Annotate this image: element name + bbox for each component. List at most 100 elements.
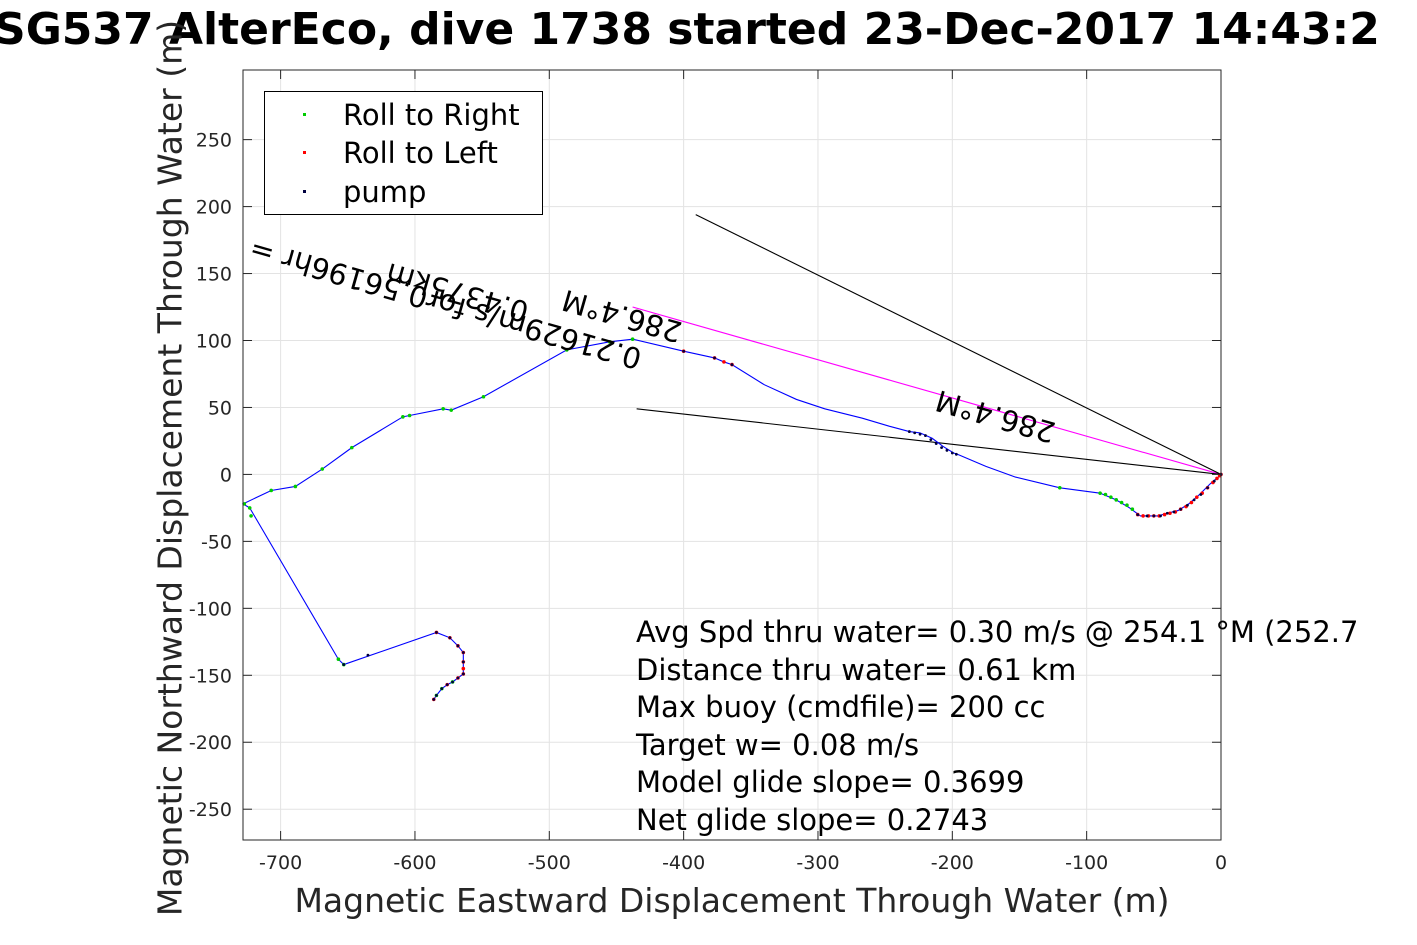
roll-right-point	[1125, 503, 1129, 508]
pump-point	[913, 431, 917, 435]
chart-title: SG537 AlterEco, dive 1738 started 23-Dec…	[0, 4, 1380, 55]
pump-point	[461, 660, 465, 664]
roll-right-point	[350, 445, 354, 450]
y-tick-label: 250	[196, 130, 232, 152]
pump-marker-icon	[303, 190, 306, 193]
legend-label: Roll to Left	[343, 136, 498, 170]
x-tick-label: -500	[528, 852, 571, 874]
roll-left-point	[722, 360, 726, 364]
legend-entry-roll-right: Roll to Right	[265, 96, 542, 134]
legend: Roll to Right Roll to Left pump	[264, 91, 543, 215]
roll-right-point	[336, 657, 341, 662]
stats-annotation: Avg Spd thru water= 0.30 m/s @ 254.1 °M …	[636, 614, 1358, 839]
roll-right-point	[630, 337, 635, 341]
pump-point	[1199, 493, 1203, 496]
roll-right-point	[481, 394, 486, 399]
roll-right-point	[1130, 507, 1135, 512]
pump-point	[435, 631, 438, 634]
roll-right-point	[269, 488, 274, 493]
legend-entry-pump: pump	[265, 173, 542, 211]
pump-point	[945, 448, 949, 452]
roll-right-point	[564, 348, 569, 352]
plot-frame	[242, 69, 1222, 841]
y-tick-label: 200	[196, 197, 232, 219]
pump-point	[924, 434, 927, 437]
pump-point	[1136, 513, 1140, 516]
y-tick-label: -200	[189, 732, 232, 754]
roll-right-point	[441, 407, 445, 411]
pump-point	[1212, 479, 1216, 483]
legend-label: Roll to Right	[343, 98, 520, 132]
roll-right-point	[320, 467, 325, 471]
roll-right-point	[1098, 491, 1102, 495]
pump-point	[432, 697, 436, 701]
pump-point	[954, 452, 958, 456]
pump-point	[730, 363, 734, 367]
pump-point	[1165, 511, 1169, 515]
pump-point	[1172, 510, 1176, 514]
pump-point	[440, 687, 444, 691]
roll-right-point	[249, 514, 253, 518]
y-tick-label: -100	[189, 598, 232, 620]
y-tick-label: 50	[208, 397, 232, 419]
roll-left-point	[1215, 476, 1219, 481]
y-tick-label: -250	[189, 799, 232, 821]
legend-label: pump	[343, 175, 427, 209]
x-tick-label: 0	[1215, 852, 1227, 874]
tick-layer: -700 -600 -500 -400 -300 -200 -100 025020015010…	[189, 70, 1227, 874]
stat-max-buoy: Max buoy (cmdfile)= 200 cc	[636, 690, 1046, 724]
pump-point	[934, 442, 938, 446]
roll-left-point	[1162, 512, 1167, 517]
roll-left-point	[461, 666, 466, 671]
pump-point	[682, 349, 686, 353]
pump-point	[366, 653, 370, 657]
roll-right-point	[1057, 486, 1062, 490]
x-tick-label: -300	[796, 852, 839, 874]
x-tick-label: -100	[1065, 852, 1108, 874]
legend-entry-roll-left: Roll to Left	[265, 134, 542, 172]
bearing-line	[632, 306, 1222, 475]
x-tick-label: -400	[662, 852, 705, 874]
roll-right-point	[401, 415, 405, 419]
pump-point	[918, 432, 922, 436]
roll-left-marker-icon	[303, 151, 306, 154]
pump-point	[713, 356, 716, 360]
stat-target-w: Target w= 0.08 m/s	[636, 727, 920, 762]
pump-point	[940, 446, 943, 450]
pump-point	[456, 644, 460, 648]
pump-point	[461, 672, 465, 676]
roll-right-point	[1103, 492, 1108, 497]
x-tick-label: -600	[393, 852, 436, 874]
pump-point	[448, 636, 452, 640]
x-tick-label: -700	[259, 852, 302, 874]
current-vector-line	[695, 214, 1222, 475]
roll-left-point	[1168, 511, 1172, 516]
pump-point	[1192, 498, 1196, 502]
pump-point	[456, 676, 460, 680]
stat-net-glide: Net glide slope= 0.2743	[636, 802, 989, 837]
roll-left-point	[1141, 514, 1145, 518]
pump-point	[1152, 514, 1156, 518]
roll-right-point	[449, 408, 454, 412]
pump-point	[342, 663, 346, 666]
pump-point	[435, 693, 438, 697]
pump-point	[1145, 514, 1149, 518]
pump-point	[1159, 514, 1162, 518]
pump-point	[451, 680, 454, 684]
current-vector-line	[636, 408, 1222, 475]
roll-right-point	[1114, 498, 1119, 502]
pump-point	[907, 430, 911, 433]
y-tick-label: 150	[196, 264, 232, 286]
y-tick-label: 0	[220, 464, 232, 486]
roll-right-marker-icon	[303, 113, 306, 116]
roll-right-point	[247, 506, 252, 510]
roll-left-point	[1195, 495, 1199, 499]
roll-right-point	[607, 340, 612, 344]
y-axis-label: Magnetic Northward Displacement Through …	[150, 19, 190, 917]
x-tick-label: -200	[931, 852, 974, 874]
roll-right-point	[293, 484, 298, 489]
pump-point	[950, 451, 954, 455]
stat-distance: Distance thru water= 0.61 km	[636, 652, 1077, 687]
stat-avg-speed: Avg Spd thru water= 0.30 m/s @ 254.1 °M …	[636, 615, 1359, 649]
